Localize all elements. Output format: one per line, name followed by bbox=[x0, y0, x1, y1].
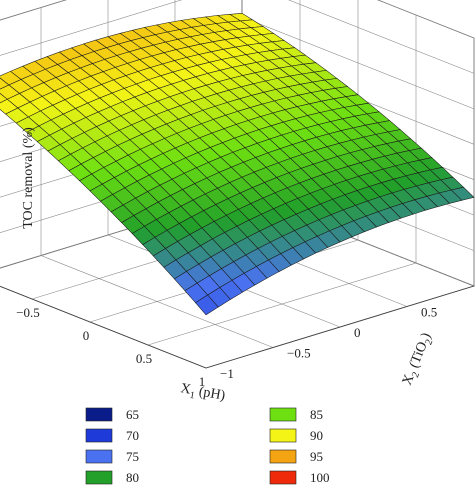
legend-swatch bbox=[85, 470, 113, 485]
legend-swatch bbox=[269, 407, 297, 422]
z-gridline bbox=[0, 0, 475, 74]
floor-front-edge bbox=[0, 285, 207, 369]
legend: 65 70 75 80 85 90 95 100 bbox=[85, 407, 330, 485]
legend-swatch bbox=[85, 428, 113, 443]
legend-swatch bbox=[85, 449, 113, 464]
legend-swatch bbox=[269, 428, 297, 443]
z-gridline bbox=[0, 0, 475, 39]
plot-box-front-edges bbox=[0, 285, 475, 369]
x-tick-label: 0.5 bbox=[136, 351, 152, 366]
legend-label: 100 bbox=[310, 470, 330, 485]
legend-label: 80 bbox=[126, 470, 139, 485]
y-tick-label: −1 bbox=[220, 366, 234, 381]
x-tick-label: 0 bbox=[83, 328, 90, 343]
y-tick-label: −0.5 bbox=[287, 346, 311, 361]
legend-swatch bbox=[85, 407, 113, 422]
y-tick-label: 0 bbox=[354, 325, 361, 340]
legend-swatch bbox=[269, 470, 297, 485]
legend-swatch bbox=[269, 449, 297, 464]
surface-patch bbox=[195, 294, 219, 316]
x-axis-label: X1 (pH) bbox=[179, 381, 227, 407]
y-tick-label: 0.5 bbox=[421, 305, 437, 320]
legend-label: 90 bbox=[310, 428, 323, 443]
legend-label: 65 bbox=[126, 407, 139, 422]
legend-label: 75 bbox=[126, 449, 139, 464]
x-tick-label: 1 bbox=[199, 374, 206, 389]
response-surface bbox=[0, 13, 475, 316]
x-tick-label: −0.5 bbox=[16, 305, 40, 320]
z-axis-label: TOC removal (%) bbox=[21, 127, 36, 229]
legend-label: 95 bbox=[310, 449, 323, 464]
legend-label: 70 bbox=[126, 428, 139, 443]
floor-front-edge bbox=[205, 285, 475, 369]
legend-label: 85 bbox=[310, 407, 323, 422]
y-axis-label: X2 (TiO2) bbox=[400, 331, 437, 389]
